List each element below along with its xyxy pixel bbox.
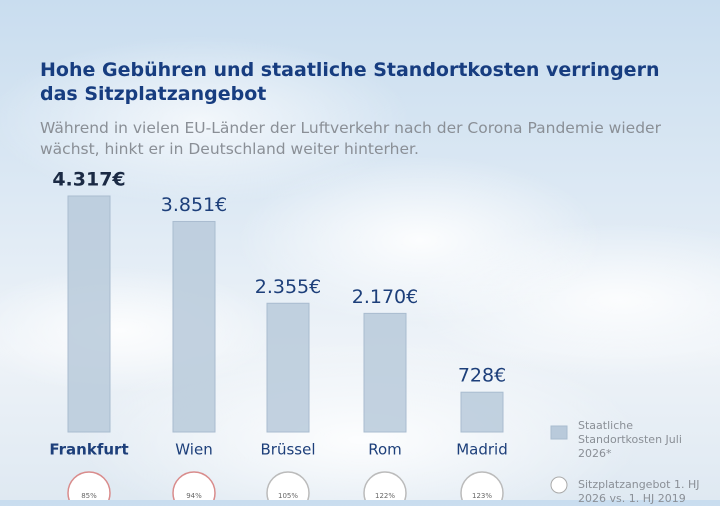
- capacity-label: 105%: [278, 492, 298, 500]
- bar: [363, 312, 407, 433]
- category-label: Wien: [175, 441, 212, 459]
- bar: [67, 195, 111, 433]
- legend-swatch: [550, 476, 568, 494]
- category-label: Frankfurt: [49, 441, 128, 459]
- capacity-label: 122%: [375, 492, 395, 500]
- value-label: 728€: [458, 365, 506, 387]
- category-label: Brüssel: [261, 441, 316, 459]
- value-label: 2.170€: [352, 286, 418, 308]
- chart-subtitle: Während in vielen EU-Länder der Luftverk…: [40, 119, 661, 158]
- capacity-label: 85%: [81, 492, 97, 500]
- capacity-circle: [172, 471, 216, 500]
- legend-label: Sitzplatzangebot 1. HJ 2026 vs. 1. HJ 20…: [578, 478, 700, 505]
- category-label: Madrid: [456, 441, 508, 459]
- bar: [172, 220, 216, 433]
- capacity-circle: [363, 471, 407, 500]
- capacity-circle: [266, 471, 310, 500]
- capacity-circle: [67, 471, 111, 500]
- capacity-label: 123%: [472, 492, 492, 500]
- value-label: 4.317€: [52, 169, 125, 191]
- value-label: 3.851€: [161, 194, 227, 216]
- bar: [266, 302, 310, 433]
- value-label: 2.355€: [255, 276, 321, 298]
- capacity-circle: [460, 471, 504, 500]
- category-label: Rom: [368, 441, 402, 459]
- bar: [460, 391, 504, 433]
- chart-title: Hohe Gebühren und staatliche Standortkos…: [40, 59, 660, 105]
- legend-label: Staatliche Standortkosten Juli 2026*: [578, 419, 682, 460]
- capacity-label: 94%: [186, 492, 202, 500]
- legend-swatch: [550, 425, 568, 440]
